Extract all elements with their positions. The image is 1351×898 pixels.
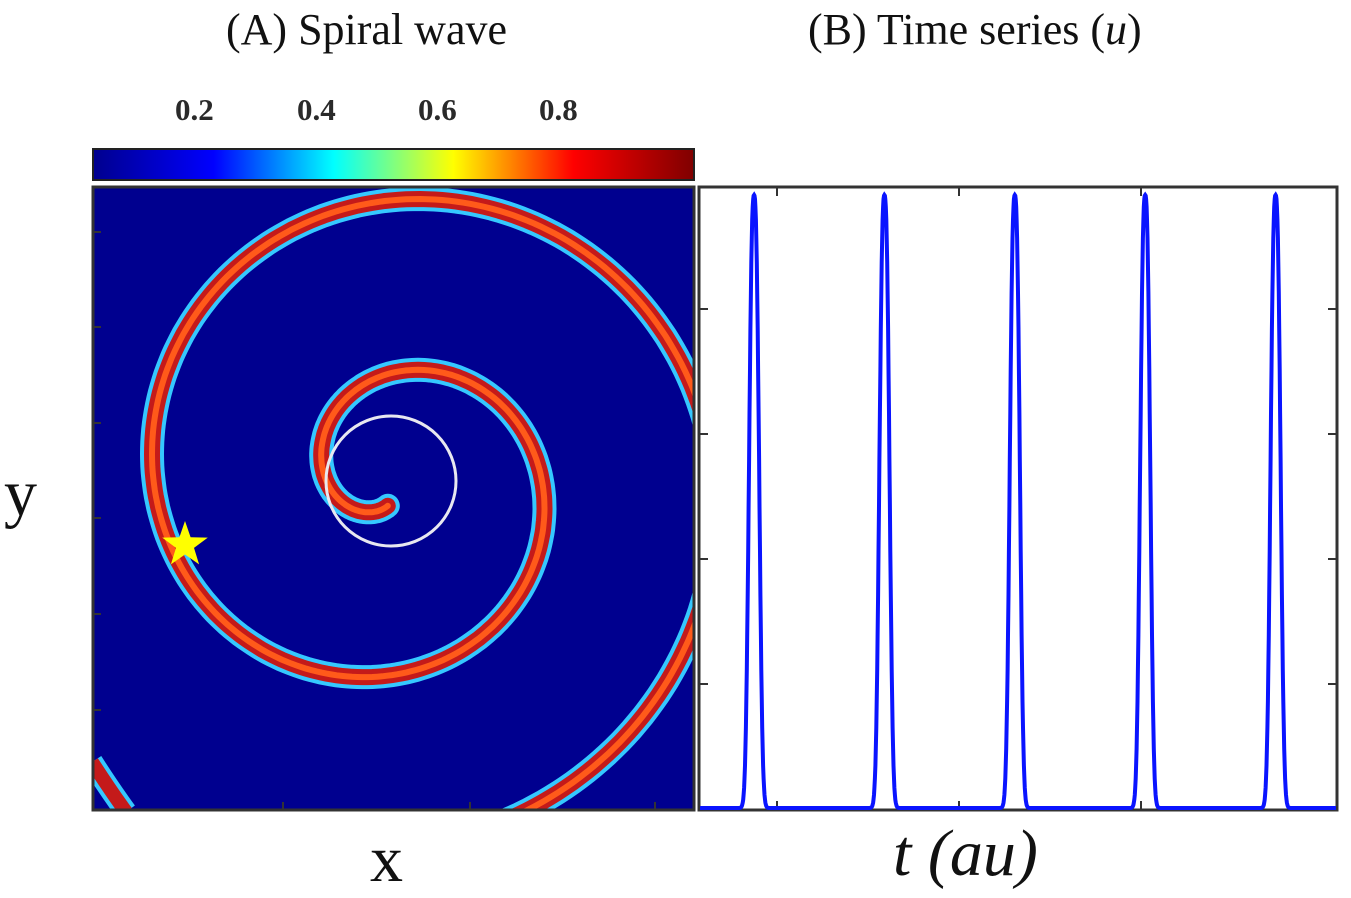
series-u-line: [700, 191, 1336, 810]
x-axis-label: x: [370, 823, 403, 896]
spiral-tip-trajectory: [324, 414, 458, 548]
corner-wave: [94, 758, 132, 809]
spiral-wave-core: [148, 195, 693, 809]
panel-a-title: (A) Spiral wave: [226, 5, 508, 54]
colorbar-tick-label: 0.2: [175, 92, 214, 127]
colorbar-tick-label: 0.8: [539, 92, 578, 127]
panel-a-ticks: [94, 231, 656, 809]
t-axis-label: t (au): [893, 817, 1038, 890]
series-line-group: [700, 191, 1336, 810]
panel-a-frame: [91, 185, 696, 812]
colorbar-tick-label: 0.4: [297, 92, 336, 127]
colorbar-tick-label: 0.6: [418, 92, 457, 127]
star-marker: [162, 521, 208, 565]
panel-b-title: (B) Time series (u): [808, 5, 1142, 54]
y-axis-label: y: [4, 457, 37, 530]
panel-b-ticks: [700, 188, 1336, 809]
colorbar: [92, 148, 695, 181]
